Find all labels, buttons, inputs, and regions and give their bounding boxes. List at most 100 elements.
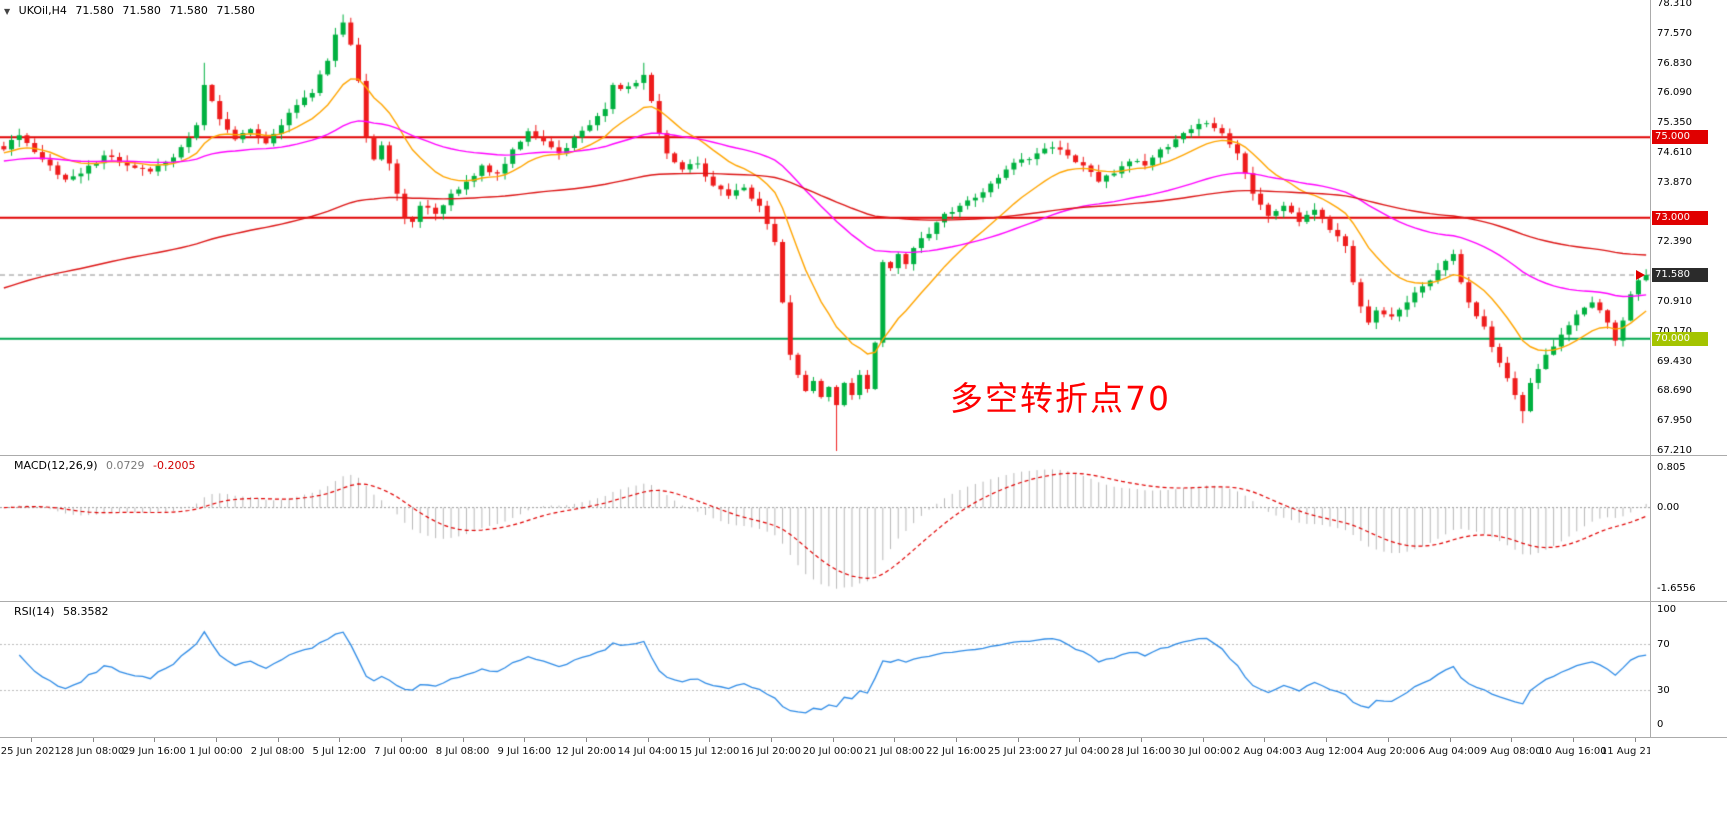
price-tick-label: 78.310 — [1657, 0, 1692, 9]
price-tick-label: 69.430 — [1657, 355, 1692, 367]
panel-separator — [0, 737, 1727, 738]
price-level-badge: 71.580 — [1652, 268, 1708, 283]
price-tick-label: 76.090 — [1657, 87, 1692, 99]
price-tick-label: 67.210 — [1657, 445, 1692, 456]
time-label: 8 Jul 08:00 — [435, 746, 490, 757]
time-tick-mark — [524, 738, 526, 742]
price-tick-label: 77.570 — [1657, 27, 1692, 39]
chart-text-annotation: 多空转折点70 — [950, 379, 1171, 418]
rsi-tick-label: 0 — [1657, 719, 1664, 730]
price-level-badge: 70.000 — [1652, 331, 1708, 346]
ohlc-low-value: 71.580 — [169, 4, 208, 17]
time-label: 2 Aug 04:00 — [1233, 746, 1296, 757]
rsi-value: 58.3582 — [62, 605, 109, 618]
price-tick-label: 68.690 — [1657, 385, 1692, 397]
time-tick-mark — [339, 738, 341, 742]
time-tick-mark — [709, 738, 711, 742]
ohlc-high-value: 71.580 — [122, 4, 161, 17]
time-label: 14 Jul 04:00 — [617, 746, 678, 757]
price-tick-label: 74.610 — [1657, 147, 1692, 158]
time-tick-mark — [30, 738, 32, 742]
time-label: 1 Jul 00:00 — [189, 746, 243, 757]
time-tick-mark — [1449, 738, 1451, 742]
time-tick-mark — [462, 738, 464, 742]
symbol-period-label: UKOil,H4 — [18, 4, 67, 17]
time-tick-mark — [1387, 738, 1389, 742]
time-tick-mark — [1264, 738, 1266, 742]
time-tick-mark — [400, 738, 402, 742]
time-label: 22 Jul 16:00 — [926, 746, 987, 757]
time-tick-mark — [277, 738, 279, 742]
time-tick-mark — [1511, 738, 1513, 742]
main-price-scale[interactable]: 78.310 77.570 76.830 76.090 75.350 74.610 73.8… — [1650, 0, 1727, 456]
time-label: 25 Jun 2021 — [0, 746, 61, 757]
time-label: 20 Jul 00:00 — [802, 746, 863, 757]
price-tick-label: 72.390 — [1657, 236, 1692, 248]
time-label: 5 Jul 12:00 — [312, 746, 367, 757]
time-label: 10 Aug 16:00 — [1539, 746, 1607, 757]
rsi-tick-label: 30 — [1657, 684, 1670, 696]
time-label: 9 Jul 16:00 — [497, 746, 552, 757]
time-label: 12 Jul 20:00 — [555, 746, 616, 757]
price-tick-label: 75.350 — [1657, 117, 1692, 129]
time-tick-mark — [92, 738, 94, 742]
rsi-tick-label: 100 — [1657, 604, 1677, 615]
panel-separator[interactable] — [0, 601, 1727, 602]
time-label: 30 Jul 00:00 — [1172, 746, 1233, 757]
main-chart-canvas[interactable] — [0, 0, 1650, 455]
macd-tick-label: -1.6556 — [1657, 583, 1696, 594]
macd-tick-label: 0.805 — [1657, 462, 1686, 473]
time-tick-mark — [1634, 738, 1636, 742]
time-label: 29 Jun 16:00 — [122, 746, 186, 757]
time-label: 11 Aug 21:15 — [1600, 746, 1650, 757]
macd-tick-label: 0.00 — [1657, 501, 1680, 513]
macd-signal-value: -0.2005 — [153, 459, 196, 472]
rsi-tick-label: 70 — [1657, 638, 1670, 650]
time-tick-mark — [154, 738, 156, 742]
time-label: 16 Jul 20:00 — [741, 746, 801, 757]
time-label: 7 Jul 00:00 — [374, 746, 428, 757]
time-tick-mark — [1141, 738, 1143, 742]
time-tick-mark — [956, 738, 958, 742]
rsi-readout: RSI(14) 58.3582 — [14, 605, 113, 618]
price-level-badge: 73.000 — [1652, 210, 1708, 225]
time-label: 25 Jul 23:00 — [987, 746, 1048, 757]
time-label: 28 Jul 16:00 — [1111, 746, 1172, 757]
time-label: 28 Jun 08:00 — [60, 746, 125, 757]
price-arrow-icon — [1636, 270, 1645, 281]
ohlc-close-value: 71.580 — [216, 4, 255, 17]
one-click-trading-arrow-icon[interactable]: ▼ — [4, 7, 11, 16]
macd-main-value: 0.0729 — [106, 459, 145, 472]
macd-scale[interactable]: 0.805 0.00 -1.6556 — [1650, 456, 1727, 601]
time-label: 6 Aug 04:00 — [1418, 746, 1481, 757]
price-level-badge: 75.000 — [1652, 130, 1708, 145]
time-tick-mark — [1326, 738, 1328, 742]
time-label: 9 Aug 08:00 — [1480, 746, 1542, 757]
time-label: 2 Jul 08:00 — [250, 746, 305, 757]
time-label: 3 Aug 12:00 — [1295, 746, 1357, 757]
time-label: 27 Jul 04:00 — [1049, 746, 1110, 757]
price-tick-label: 73.870 — [1657, 176, 1692, 188]
chart-ohlc-readout: ▼ UKOil,H4 71.580 71.580 71.580 71.580 — [4, 4, 260, 17]
price-tick-label: 70.910 — [1657, 296, 1692, 307]
macd-indicator-canvas[interactable] — [0, 456, 1650, 601]
time-tick-mark — [771, 738, 773, 742]
macd-label: MACD(12,26,9) — [14, 459, 98, 472]
rsi-scale[interactable]: 100 70 30 0 — [1650, 602, 1727, 737]
price-tick-label: 76.830 — [1657, 57, 1692, 69]
time-scale[interactable]: 25 Jun 2021 28 Jun 08:00 29 Jun 16:00 1 Jul… — [0, 738, 1650, 766]
time-label: 21 Jul 08:00 — [864, 746, 925, 757]
time-tick-mark — [1017, 738, 1019, 742]
time-label: 15 Jul 12:00 — [679, 746, 740, 757]
time-tick-mark — [832, 738, 834, 742]
ohlc-open-value: 71.580 — [75, 4, 114, 17]
time-tick-mark — [894, 738, 896, 742]
time-tick-mark — [215, 738, 217, 742]
rsi-label: RSI(14) — [14, 605, 55, 618]
panel-separator[interactable] — [0, 455, 1727, 456]
time-tick-mark — [585, 738, 587, 742]
price-scale-divider — [1650, 0, 1651, 737]
price-tick-label: 67.950 — [1657, 415, 1692, 427]
rsi-indicator-canvas[interactable] — [0, 602, 1650, 737]
time-tick-mark — [647, 738, 649, 742]
